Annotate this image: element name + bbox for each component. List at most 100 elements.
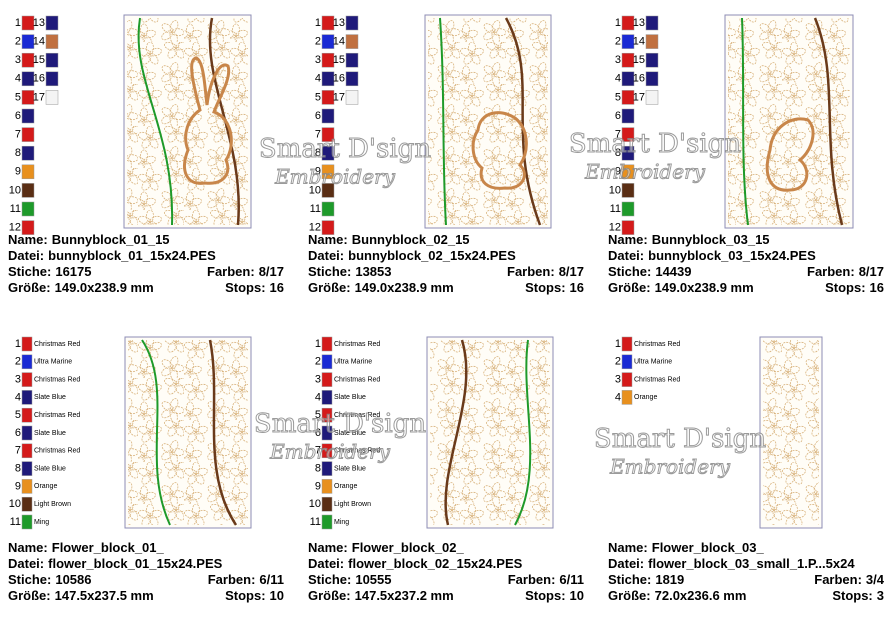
info-value: 3/4 xyxy=(866,572,885,587)
thread-swatch xyxy=(621,220,635,235)
info-label: Name: xyxy=(308,540,348,555)
thread-swatch xyxy=(345,34,359,49)
info-line: Größe: 149.0x238.9 mm xyxy=(8,280,154,295)
info-label: Größe: xyxy=(608,280,651,295)
thread-number: 3 xyxy=(615,54,621,66)
thread-swatch xyxy=(621,15,635,31)
watermark-subtitle: Embroidery xyxy=(609,455,731,479)
thread-number: 14 xyxy=(333,36,345,48)
info-label: Datei: xyxy=(308,556,344,571)
thread-swatch xyxy=(21,52,35,68)
info-line: Stiche: 10555 xyxy=(308,572,392,587)
thread-number: 7 xyxy=(15,445,21,457)
thread-swatch xyxy=(21,425,33,441)
info-label: Datei: xyxy=(608,248,644,263)
thread-swatch xyxy=(321,407,333,423)
info-line: Stops: 10 xyxy=(225,588,284,603)
info-value: 14439 xyxy=(655,264,691,279)
thread-number: 9 xyxy=(615,166,621,178)
thread-swatch xyxy=(321,34,335,49)
info-line: Stops: 16 xyxy=(825,280,884,295)
info-line: Datei: flower_block_01_15x24.PES xyxy=(8,556,223,571)
thread-name: Orange xyxy=(334,483,357,490)
thread-swatch xyxy=(645,52,659,68)
info-value: Flower_block_02_ xyxy=(352,540,465,555)
thread-swatch xyxy=(321,90,335,105)
thread-number: 17 xyxy=(633,91,645,103)
design-preview xyxy=(426,336,554,529)
info-value: Bunnyblock_02_15 xyxy=(352,232,470,247)
thread-swatch xyxy=(621,145,635,161)
thread-swatch xyxy=(621,183,635,198)
thread-number: 14 xyxy=(33,36,45,48)
info-label: Stops: xyxy=(225,280,265,295)
thread-name: Christmas Red xyxy=(34,412,80,419)
thread-swatch xyxy=(21,71,35,87)
thread-name: Christmas Red xyxy=(334,341,380,348)
info-line: Größe: 149.0x238.9 mm xyxy=(608,280,754,295)
info-line: Farben: 8/17 xyxy=(807,264,884,279)
thread-swatch xyxy=(621,52,635,68)
info-value: 16 xyxy=(270,280,284,295)
thread-swatch xyxy=(321,514,333,530)
thread-swatch xyxy=(321,443,333,459)
thread-number: 10 xyxy=(9,184,21,196)
thread-number: 3 xyxy=(315,374,321,386)
thread-number: 11 xyxy=(310,516,321,528)
watermark-subtitle: Embroidery xyxy=(584,160,706,184)
info-value: 8/17 xyxy=(859,264,884,279)
thread-swatch xyxy=(21,354,33,370)
watermark-subtitle: Embroidery xyxy=(274,165,396,189)
thread-number: 9 xyxy=(15,166,21,178)
info-value: 1819 xyxy=(655,572,684,587)
thread-number: 5 xyxy=(315,91,321,103)
watermark-subtitle: Embroidery xyxy=(269,440,391,464)
thread-name: Ultra Marine xyxy=(334,359,372,366)
thread-number: 1 xyxy=(15,17,21,29)
thread-swatch xyxy=(321,372,333,387)
info-value: 6/11 xyxy=(559,572,584,587)
info-label: Datei: xyxy=(8,556,44,571)
design-card: 1 Christmas Red 2 Ultra Marine 3 Christmas Re… xyxy=(608,336,885,603)
info-label: Stiche: xyxy=(608,572,651,587)
thread-number: 1 xyxy=(15,338,21,350)
info-line: Name: Flower_block_02_ xyxy=(308,540,465,555)
info-value: 8/17 xyxy=(259,264,284,279)
thread-swatch xyxy=(21,407,33,423)
thread-swatch xyxy=(21,372,33,387)
info-label: Stiche: xyxy=(308,264,351,279)
info-line: Stiche: 1819 xyxy=(608,572,684,587)
thread-number: 4 xyxy=(615,391,621,403)
thread-number: 3 xyxy=(15,54,21,66)
watermark-title: Smart D'sign xyxy=(594,424,766,454)
thread-number: 16 xyxy=(33,73,45,85)
thread-swatch xyxy=(621,34,635,49)
thread-swatch xyxy=(21,34,35,49)
info-line: Stiche: 13853 xyxy=(308,264,392,279)
info-label: Datei: xyxy=(608,556,644,571)
info-label: Farben: xyxy=(508,572,556,587)
thread-swatch xyxy=(321,425,333,441)
thread-number: 9 xyxy=(315,480,321,492)
thread-number: 2 xyxy=(315,36,321,48)
info-line: Stiche: 14439 xyxy=(608,264,692,279)
design-preview xyxy=(123,14,252,229)
thread-name: Christmas Red xyxy=(634,341,680,348)
thread-number: 8 xyxy=(315,463,321,475)
thread-swatch xyxy=(45,15,59,31)
thread-swatch xyxy=(321,220,335,235)
thread-swatch xyxy=(645,71,659,87)
info-value: Flower_block_03_ xyxy=(652,540,765,555)
info-value: Flower_block_01_ xyxy=(52,540,165,555)
thread-number: 5 xyxy=(615,91,621,103)
info-line: Farben: 8/17 xyxy=(207,264,284,279)
thread-number: 6 xyxy=(15,427,21,439)
thread-number: 4 xyxy=(615,73,621,85)
info-label: Stops: xyxy=(832,588,872,603)
info-line: Stiche: 16175 xyxy=(8,264,92,279)
thread-swatch xyxy=(321,127,335,142)
info-line: Farben: 8/17 xyxy=(507,264,584,279)
thread-swatch xyxy=(21,390,33,405)
thread-number: 10 xyxy=(9,498,21,510)
thread-number: 2 xyxy=(615,36,621,48)
